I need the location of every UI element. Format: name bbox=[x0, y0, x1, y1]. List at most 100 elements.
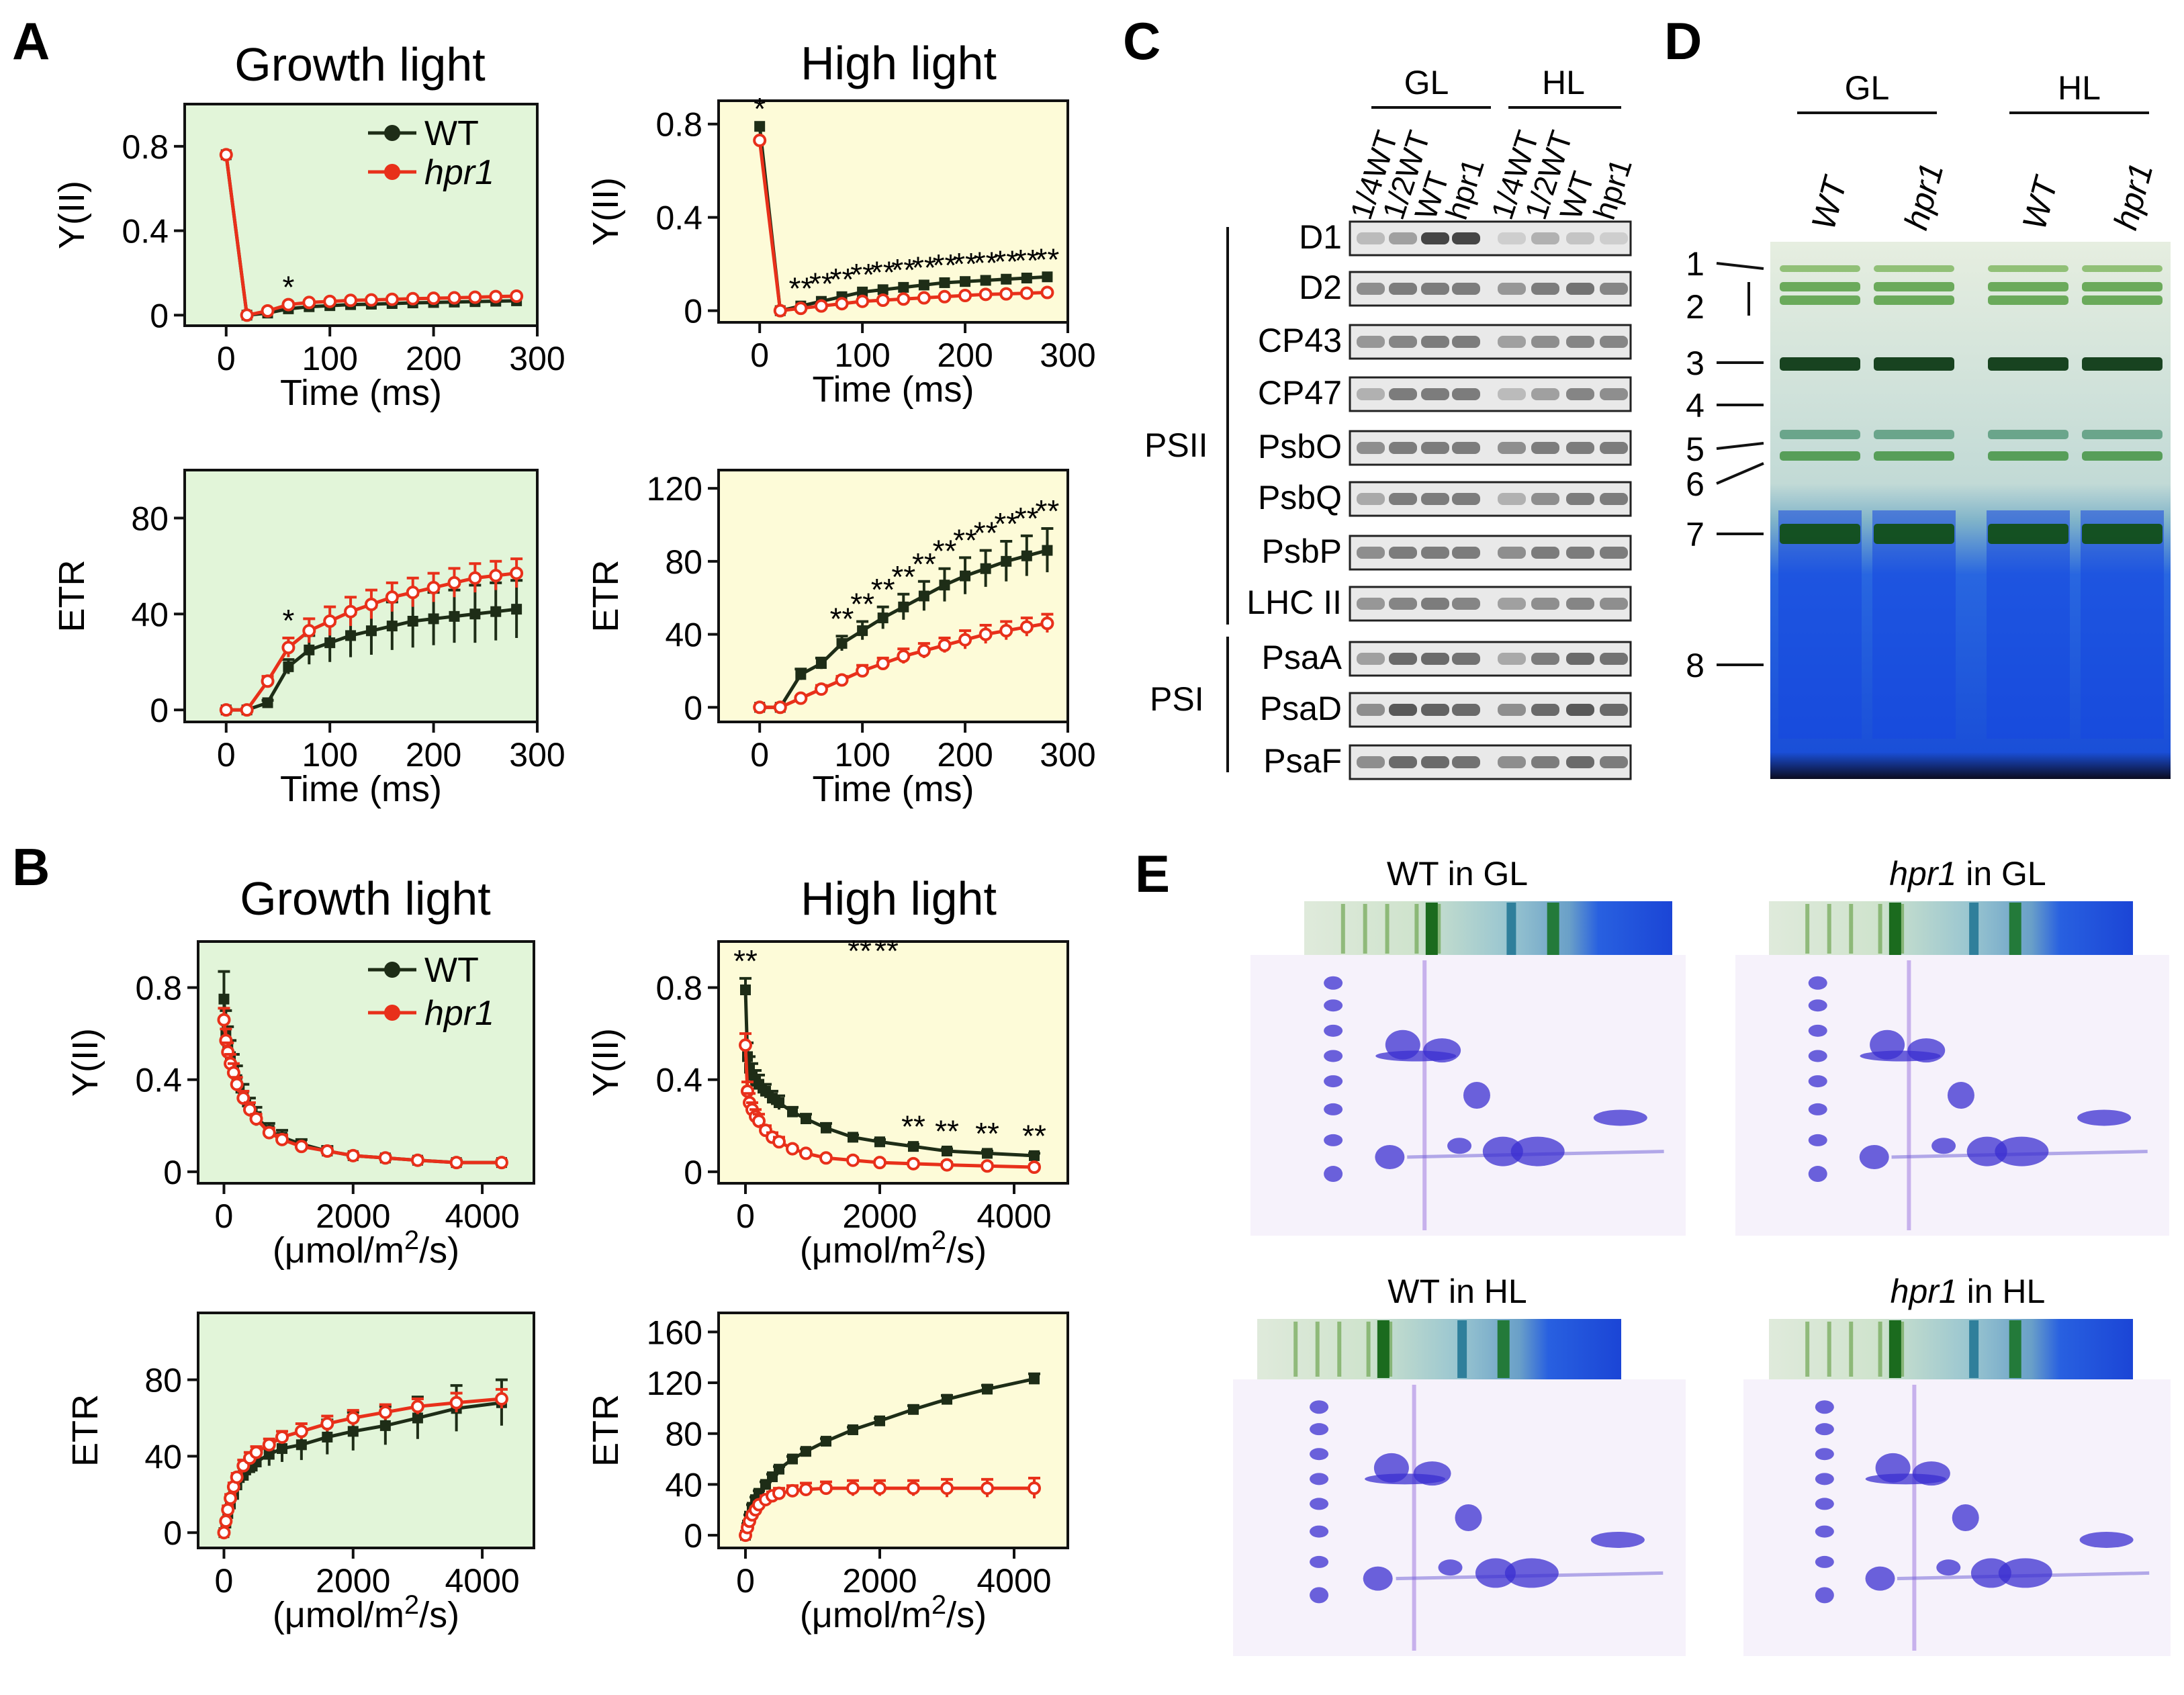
data-point-hpr1 bbox=[876, 293, 890, 307]
c-blot-band bbox=[1421, 598, 1449, 610]
data-point-hpr1 bbox=[999, 624, 1013, 638]
data-point-WT bbox=[898, 601, 909, 612]
x-tick-label: 4000 bbox=[976, 1197, 1051, 1235]
chart-b-etr-high: 0 2000 4000 0 40 80 120 160 (μmol/m2/s) ETR bbox=[586, 1312, 1069, 1635]
e-gel-spot bbox=[1482, 1136, 1523, 1166]
d-gel-band bbox=[2082, 430, 2163, 439]
y-tick-label: 40 bbox=[144, 1438, 182, 1475]
c-blot-band bbox=[1389, 232, 1417, 244]
data-point-hpr1 bbox=[1019, 620, 1034, 634]
chart-b-yii-growth: 0 2000 4000 0 0.4 0.8 (μmol/m2/s) Y(II) bbox=[65, 940, 535, 1271]
x-axis-label-sup: 2 bbox=[931, 1590, 946, 1620]
c-blot-band bbox=[1452, 493, 1480, 505]
c-blot-band bbox=[1531, 704, 1559, 716]
data-point-hpr1 bbox=[261, 674, 275, 688]
d-gel-band bbox=[2082, 524, 2163, 544]
c-blot-band bbox=[1357, 442, 1385, 454]
d-band-label: 2 bbox=[1686, 288, 1704, 326]
e-gel-spot bbox=[1310, 1525, 1329, 1538]
e-gel-spot bbox=[1310, 1555, 1329, 1568]
d-band-line bbox=[1716, 462, 1764, 485]
data-point-hpr1 bbox=[835, 297, 849, 311]
e-gel-spot bbox=[1860, 1050, 1941, 1062]
significance-mark: ** bbox=[891, 253, 915, 287]
data-point-WT bbox=[877, 612, 889, 624]
c-blot-band bbox=[1531, 547, 1559, 559]
e-gel-spot bbox=[1310, 1473, 1329, 1485]
e-strip-band bbox=[1547, 903, 1559, 955]
y-tick-label: 120 bbox=[647, 1365, 702, 1402]
data-point-WT bbox=[821, 1122, 831, 1134]
x-tick-label: 100 bbox=[302, 340, 357, 377]
c-blot-band bbox=[1498, 653, 1526, 665]
c-blot-band bbox=[1389, 336, 1417, 348]
data-point-WT bbox=[980, 563, 991, 574]
data-point-WT bbox=[960, 570, 971, 582]
c-blot-band bbox=[1531, 336, 1559, 348]
e-gel-spot bbox=[1590, 1531, 1645, 1548]
x-axis-label: Time (ms) bbox=[280, 373, 442, 413]
data-point-hpr1 bbox=[224, 1492, 238, 1506]
data-point-hpr1 bbox=[275, 1132, 289, 1146]
title-b-high: High light bbox=[801, 872, 997, 925]
data-point-hpr1 bbox=[230, 1470, 244, 1484]
panel-label-d: D bbox=[1664, 11, 1702, 71]
y-tick-label: 0.8 bbox=[655, 106, 702, 144]
e-gel-spot bbox=[1447, 1138, 1472, 1154]
c-blot-band bbox=[1452, 547, 1480, 559]
data-point-hpr1 bbox=[449, 1395, 463, 1410]
e-gel-spot bbox=[1808, 999, 1827, 1012]
significance-mark: ** bbox=[891, 559, 915, 594]
d-band-label: 5 bbox=[1686, 430, 1704, 468]
plot-area bbox=[183, 469, 539, 723]
x-tick-label: 0 bbox=[217, 736, 236, 774]
data-point-hpr1 bbox=[940, 1481, 954, 1496]
significance-mark: ** bbox=[874, 933, 899, 968]
x-tick-label: 4000 bbox=[976, 1562, 1051, 1600]
e-gel-spot bbox=[1936, 1559, 1961, 1576]
data-point-hpr1 bbox=[385, 292, 399, 306]
data-point-WT bbox=[263, 1449, 275, 1460]
d-band-label: 6 bbox=[1686, 465, 1704, 503]
data-point-hpr1 bbox=[364, 293, 378, 307]
e-gel-spot bbox=[1363, 1566, 1393, 1591]
e-gel-spot bbox=[1310, 1400, 1329, 1414]
data-point-hpr1 bbox=[426, 291, 441, 306]
c-blot-band bbox=[1600, 442, 1628, 454]
data-point-hpr1 bbox=[240, 703, 254, 717]
data-point-hpr1 bbox=[510, 566, 524, 580]
c-blot-band bbox=[1566, 283, 1594, 295]
data-point-WT bbox=[1042, 545, 1053, 556]
c-blot-band bbox=[1452, 704, 1480, 716]
d-gel-band bbox=[1780, 282, 1860, 291]
c-blot-band bbox=[1566, 756, 1594, 768]
e-strip-band bbox=[1363, 904, 1367, 954]
x-tick-label: 300 bbox=[1040, 736, 1095, 774]
d-lane-smear bbox=[1778, 510, 1862, 739]
data-point-hpr1 bbox=[219, 703, 233, 717]
d-band-label: 4 bbox=[1686, 387, 1704, 424]
chart-a-yii-growth: 0 100 200 300 0 0.4 0.8 Time (ms) Y(II) * bbox=[52, 103, 565, 413]
significance-mark: ** bbox=[871, 255, 895, 289]
data-point-hpr1 bbox=[230, 1077, 244, 1091]
y-tick-label: 0 bbox=[684, 293, 702, 330]
c-blot-band bbox=[1421, 232, 1449, 244]
x-tick-label: 0 bbox=[736, 1197, 755, 1235]
y-tick-label: 0 bbox=[684, 1154, 702, 1191]
c-blot-band bbox=[1498, 547, 1526, 559]
d-gel-band bbox=[1988, 295, 2068, 305]
c-blot-band bbox=[1566, 232, 1594, 244]
x-axis-label-unit: (μmol/m bbox=[273, 1595, 404, 1635]
significance-mark: * bbox=[282, 270, 294, 305]
c-blot-band bbox=[1566, 653, 1594, 665]
data-point-hpr1 bbox=[320, 1144, 334, 1158]
data-point-hpr1 bbox=[217, 1526, 231, 1540]
e-gel-spot bbox=[1324, 1166, 1343, 1183]
data-point-hpr1 bbox=[378, 1151, 392, 1165]
data-point-hpr1 bbox=[856, 294, 870, 308]
significance-mark: ** bbox=[1022, 1118, 1046, 1153]
title-b-growth: Growth light bbox=[240, 872, 490, 925]
e-gel-spot bbox=[1438, 1559, 1463, 1576]
d-gel-band bbox=[1780, 295, 1860, 305]
